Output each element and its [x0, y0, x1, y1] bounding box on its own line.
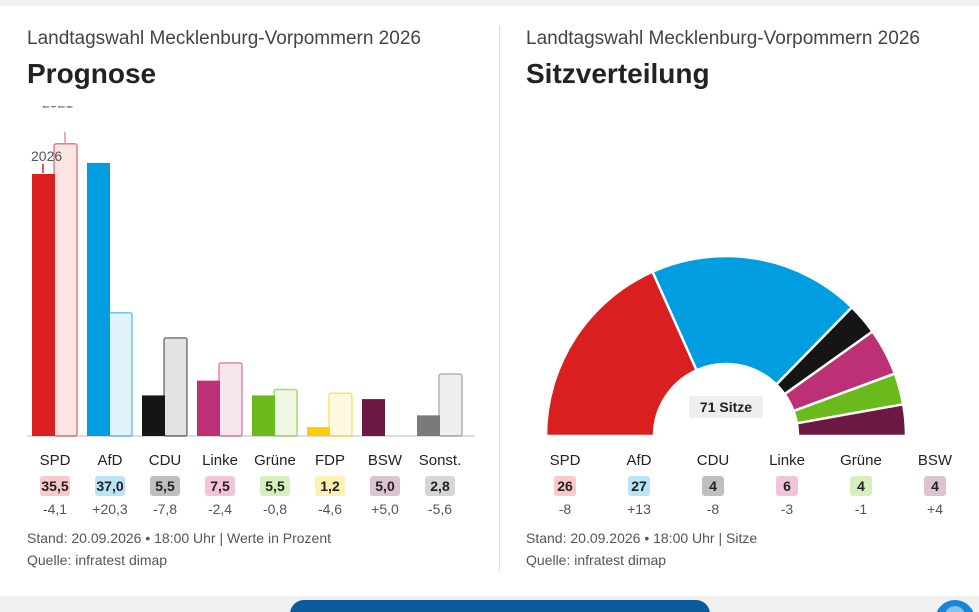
seat-diff-label-afd: +13	[627, 501, 651, 517]
sitze-supertitle: Landtagswahl Mecklenburg-Vorpommern 2026	[526, 28, 920, 49]
bar-2026-prev-linke	[218, 362, 243, 437]
series-label-2021: 2021	[42, 106, 73, 111]
sitzverteilung-panel: Landtagswahl Mecklenburg-Vorpommern 2026…	[526, 6, 979, 596]
panel-divider	[499, 26, 500, 571]
value-badge-linke	[205, 476, 235, 496]
bar-2026-gruene	[252, 395, 275, 436]
seat-distribution-chart: 71 Sitze SPD 26 -8 AfD 27 +13 CDU 4 -8 Linke 6 -3 Grü…	[544, 254, 953, 517]
bar-2026-afd	[87, 162, 110, 436]
sitze-title: Sitzverteilung	[526, 58, 710, 89]
category-label-bsw: BSW	[368, 452, 403, 469]
seat-segment-spd	[544, 270, 699, 438]
value-badge-afd	[95, 476, 125, 496]
prognose-panel: Landtagswahl Mecklenburg-Vorpommern 2026…	[27, 6, 487, 596]
diff-label-sonst: -5,6	[428, 501, 452, 517]
prognose-footer-source: Quelle: infratest dimap	[27, 552, 168, 568]
bar-2026-prev-fdp	[328, 392, 353, 437]
seat-value-label-afd: 27	[631, 478, 647, 494]
diff-label-spd: -4,1	[43, 501, 67, 517]
diff-label-fdp: -4,6	[318, 501, 342, 517]
seat-value-label-spd: 26	[557, 478, 573, 494]
seat-badge-linke	[776, 476, 798, 496]
center-label: 71 Sitze	[700, 399, 752, 415]
value-badge-cdu	[150, 476, 180, 496]
value-label-cdu: 5,5	[155, 478, 175, 494]
category-label-afd: AfD	[97, 452, 122, 469]
category-label-gruene: Grüne	[254, 452, 296, 469]
bar-2026-prev-sonst	[438, 373, 463, 437]
diff-label-gruene: -0,8	[263, 501, 287, 517]
seat-diff-label-bsw: +4	[927, 501, 943, 517]
bar-2026-prev-cdu	[163, 337, 188, 437]
sitze-footer-stand: Stand: 20.09.2026 • 18:00 Uhr | Sitze	[526, 530, 758, 546]
diff-label-bsw: +5,0	[371, 501, 399, 517]
seat-value-label-linke: 6	[783, 478, 791, 494]
category-label-cdu: CDU	[149, 452, 182, 469]
seat-category-label-spd: SPD	[550, 452, 581, 469]
category-label-fdp: FDP	[315, 452, 345, 469]
seat-segment-bsw	[795, 402, 908, 438]
seat-badge-bsw	[924, 476, 946, 496]
seat-badge-spd	[554, 476, 576, 496]
seat-segment-afd	[650, 254, 854, 387]
value-badge-spd	[40, 476, 70, 496]
diff-label-linke: -2,4	[208, 501, 232, 517]
value-label-afd: 37,0	[96, 478, 123, 494]
value-label-gruene: 5,5	[265, 478, 285, 494]
results-card: Landtagswahl Mecklenburg-Vorpommern 2026…	[0, 6, 979, 596]
seat-category-label-afd: AfD	[626, 452, 651, 469]
value-badge-fdp	[315, 476, 345, 496]
prognose-footer-stand: Stand: 20.09.2026 • 18:00 Uhr | Werte in…	[27, 530, 332, 546]
bottom-action-button[interactable]	[290, 600, 710, 612]
seat-badge-afd	[628, 476, 650, 496]
center-label-box	[689, 396, 763, 418]
bar-2026-prev-gruene	[273, 388, 298, 437]
seat-value-label-gruene: 4	[857, 478, 865, 494]
broadcaster-logo-icon	[935, 600, 975, 612]
sitze-footer-source: Quelle: infratest dimap	[526, 552, 667, 568]
seat-diff-label-linke: -3	[781, 501, 794, 517]
seat-category-label-gruene: Grüne	[840, 452, 882, 469]
bar-2026-sonst	[417, 415, 440, 436]
seat-badge-cdu	[702, 476, 724, 496]
diff-label-cdu: -7,8	[153, 501, 177, 517]
bar-2026-linke	[197, 380, 220, 436]
value-label-bsw: 5,0	[375, 478, 395, 494]
seat-badge-gruene	[850, 476, 872, 496]
seat-diff-label-gruene: -1	[855, 501, 868, 517]
series-label-2026: 2026	[31, 148, 62, 164]
value-label-fdp: 1,2	[320, 478, 340, 494]
seat-value-label-bsw: 4	[931, 478, 939, 494]
seat-category-label-bsw: BSW	[918, 452, 953, 469]
value-badge-sonst	[425, 476, 455, 496]
bar-2026-spd	[32, 173, 55, 436]
seat-diff-label-spd: -8	[559, 501, 572, 517]
value-label-spd: 35,5	[41, 478, 68, 494]
value-badge-bsw	[370, 476, 400, 496]
category-label-sonst: Sonst.	[419, 452, 462, 469]
seat-value-label-cdu: 4	[709, 478, 717, 494]
value-label-linke: 7,5	[210, 478, 230, 494]
prognose-supertitle: Landtagswahl Mecklenburg-Vorpommern 2026	[27, 28, 421, 49]
prognose-bar-chart: SPD 35,5 -4,1 AfD 37,0 +20,3 CDU 5,5 -7,8 Linke 7,…	[27, 106, 475, 517]
bar-2026-prev-afd	[108, 311, 133, 437]
category-label-spd: SPD	[40, 452, 71, 469]
bar-2026-fdp	[307, 427, 330, 436]
category-label-linke: Linke	[202, 452, 238, 469]
bar-2026-cdu	[142, 395, 165, 436]
bar-2026-prev-spd	[53, 142, 78, 437]
seat-category-label-linke: Linke	[769, 452, 805, 469]
diff-label-afd: +20,3	[92, 501, 128, 517]
seat-diff-label-cdu: -8	[707, 501, 720, 517]
seat-category-label-cdu: CDU	[697, 452, 730, 469]
bar-2026-bsw	[362, 399, 385, 436]
value-badge-gruene	[260, 476, 290, 496]
prognose-title: Prognose	[27, 58, 157, 89]
value-label-sonst: 2,8	[430, 478, 450, 494]
